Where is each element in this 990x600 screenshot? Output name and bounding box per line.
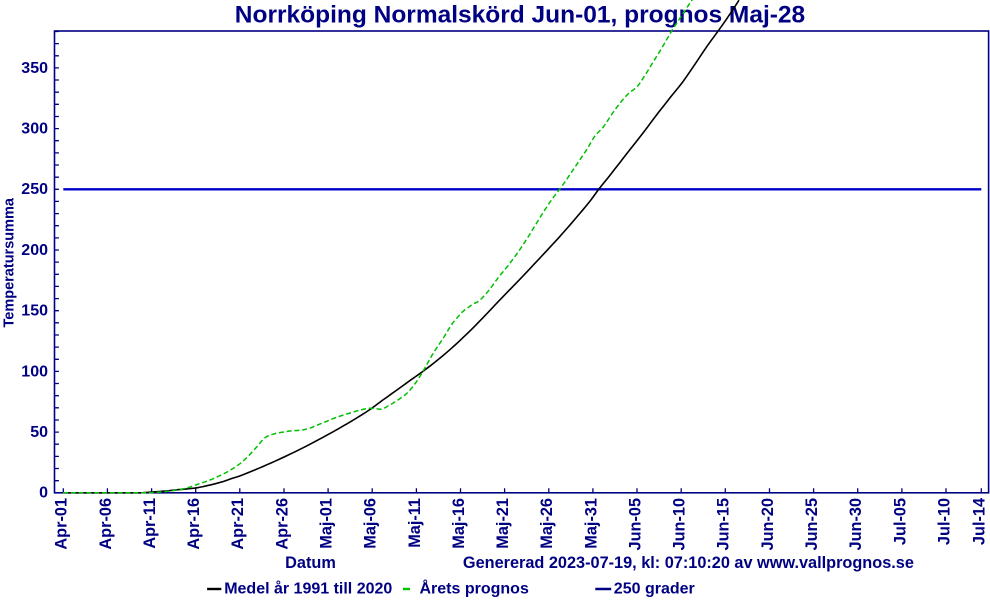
svg-text:250: 250 xyxy=(21,181,48,198)
svg-text:Apr-01: Apr-01 xyxy=(53,498,71,550)
svg-text:200: 200 xyxy=(21,242,48,259)
svg-text:Jun-15: Jun-15 xyxy=(715,498,733,550)
svg-text:0: 0 xyxy=(39,485,48,502)
svg-text:Maj-31: Maj-31 xyxy=(582,498,600,549)
svg-text:Jun-10: Jun-10 xyxy=(671,498,689,550)
svg-text:Jun-30: Jun-30 xyxy=(847,498,865,550)
svg-text:100: 100 xyxy=(21,363,48,380)
svg-text:Medel år 1991 till 2020: Medel år 1991 till 2020 xyxy=(224,579,392,597)
svg-text:350: 350 xyxy=(21,60,48,77)
svg-text:Maj-21: Maj-21 xyxy=(494,498,512,549)
svg-text:Jun-20: Jun-20 xyxy=(759,498,777,550)
svg-text:Apr-26: Apr-26 xyxy=(273,498,291,550)
svg-text:Temperatursumma: Temperatursumma xyxy=(1,197,17,327)
svg-text:Datum: Datum xyxy=(285,554,336,572)
svg-text:250 grader: 250 grader xyxy=(614,580,695,597)
svg-text:Jun-05: Jun-05 xyxy=(626,498,644,550)
svg-text:Jul-05: Jul-05 xyxy=(891,498,909,545)
svg-text:Maj-26: Maj-26 xyxy=(538,498,556,549)
svg-text:Jun-25: Jun-25 xyxy=(803,498,821,550)
svg-text:Apr-21: Apr-21 xyxy=(229,498,247,550)
svg-text:Apr-11: Apr-11 xyxy=(141,498,159,549)
svg-text:Årets prognos: Årets prognos xyxy=(420,578,529,597)
svg-text:Norrköping Normalskörd Jun-01,: Norrköping Normalskörd Jun-01, prognos M… xyxy=(235,1,805,28)
svg-text:Maj-11: Maj-11 xyxy=(406,498,424,548)
svg-text:50: 50 xyxy=(30,424,48,441)
svg-text:Maj-06: Maj-06 xyxy=(362,498,380,549)
svg-text:Jul-10: Jul-10 xyxy=(935,498,953,545)
svg-text:300: 300 xyxy=(21,121,48,138)
svg-text:150: 150 xyxy=(21,303,48,320)
svg-text:Apr-06: Apr-06 xyxy=(97,498,115,550)
svg-text:Maj-01: Maj-01 xyxy=(318,498,336,549)
svg-text:Jul-14: Jul-14 xyxy=(971,498,989,545)
svg-text:Maj-16: Maj-16 xyxy=(450,498,468,549)
svg-text:Apr-16: Apr-16 xyxy=(185,498,203,550)
svg-text:Genererad 2023-07-19, kl: 07:1: Genererad 2023-07-19, kl: 07:10:20 av ww… xyxy=(463,554,914,572)
